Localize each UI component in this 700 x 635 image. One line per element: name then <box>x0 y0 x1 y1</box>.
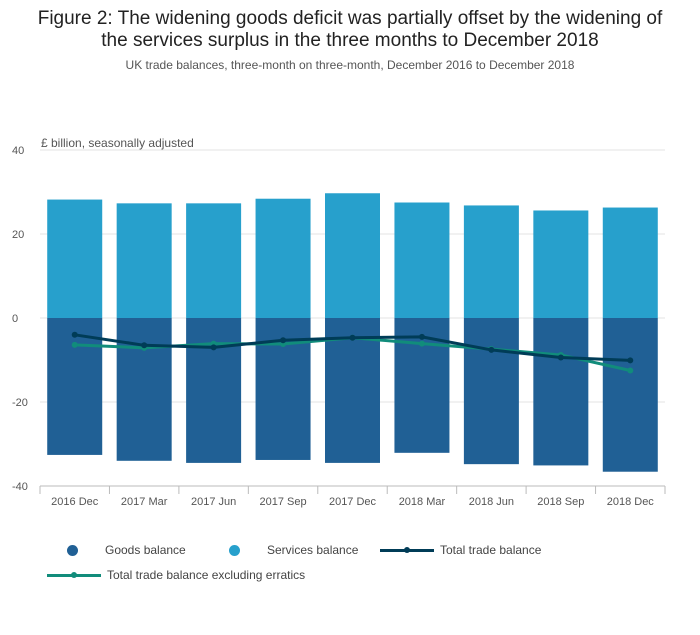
point-total-trade-balance-excluding-erratics <box>627 367 634 374</box>
legend-item-services[interactable]: Services balance <box>229 542 358 558</box>
x-tick-label: 2017 Mar <box>121 496 168 508</box>
bar-goods-balance <box>602 318 658 472</box>
point-total-trade-balance <box>627 357 634 364</box>
y-tick-label: -20 <box>12 397 28 409</box>
point-total-trade-balance <box>141 342 148 349</box>
chart-subtitle: UK trade balances, three-month on three-… <box>125 58 575 72</box>
bar-goods-balance <box>186 318 242 463</box>
x-tick-label: 2018 Mar <box>399 496 446 508</box>
bar-services-balance <box>116 203 172 318</box>
bar-goods-balance <box>533 318 589 466</box>
bar-goods-balance <box>325 318 380 463</box>
point-total-trade-balance <box>418 333 425 340</box>
total-line-swatch-icon <box>380 546 434 553</box>
y-tick-label: 0 <box>12 313 18 325</box>
bar-goods-balance <box>463 318 519 465</box>
y-tick-label: 20 <box>12 229 24 241</box>
services-swatch-icon <box>229 544 240 556</box>
bar-services-balance <box>186 203 242 318</box>
point-total-trade-balance <box>488 346 495 353</box>
point-total-trade-balance <box>557 354 564 361</box>
point-total-trade-balance <box>349 334 356 341</box>
bar-goods-balance <box>116 318 172 461</box>
legend-label-goods: Goods balance <box>105 543 186 557</box>
point-total-trade-balance-excluding-erratics <box>418 340 425 347</box>
x-tick-label: 2017 Dec <box>329 496 377 508</box>
x-tick-label: 2018 Sep <box>537 496 584 508</box>
legend-item-total-ex-erratics[interactable]: Total trade balance excluding erratics <box>47 567 305 583</box>
point-total-trade-balance <box>210 344 217 351</box>
legend-label-total: Total trade balance <box>440 543 542 557</box>
point-total-trade-balance <box>280 337 287 344</box>
chart-canvas: 40 20 0 -20 -40 £ billion, seasonally adjuste… <box>12 136 666 508</box>
x-tick-label: 2017 Jun <box>191 496 236 508</box>
bar-services-balance <box>463 205 519 318</box>
x-tick-label: 2016 Dec <box>51 496 99 508</box>
bar-services-balance <box>47 199 103 318</box>
legend-item-goods[interactable]: Goods balance <box>67 542 186 558</box>
point-total-trade-balance-excluding-erratics <box>71 341 78 348</box>
x-tick-label: 2018 Jun <box>469 496 514 508</box>
bar-goods-balance <box>47 318 103 455</box>
x-tick-label: 2017 Sep <box>260 496 307 508</box>
bar-services-balance <box>533 210 589 318</box>
bar-services-balance <box>602 207 658 318</box>
bar-services-balance <box>325 193 380 318</box>
point-total-trade-balance <box>71 331 78 338</box>
x-tick-label: 2018 Dec <box>607 496 655 508</box>
legend-label-total-ex-erratics: Total trade balance excluding erratics <box>107 568 306 582</box>
legend-item-total[interactable]: Total trade balance <box>380 542 541 558</box>
goods-swatch-icon <box>67 544 78 556</box>
legend-label-services: Services balance <box>267 543 359 557</box>
legend: Goods balance Services balance Total tra… <box>0 536 700 586</box>
y-tick-label: -40 <box>12 481 28 493</box>
bar-services-balance <box>255 198 311 318</box>
bar-services-balance <box>394 202 450 318</box>
total-ex-erratics-swatch-icon <box>47 571 101 578</box>
chart-title: Figure 2: The widening goods deficit was… <box>37 8 663 51</box>
y-axis-label: £ billion, seasonally adjusted <box>41 136 194 150</box>
y-tick-label: 40 <box>12 145 24 157</box>
